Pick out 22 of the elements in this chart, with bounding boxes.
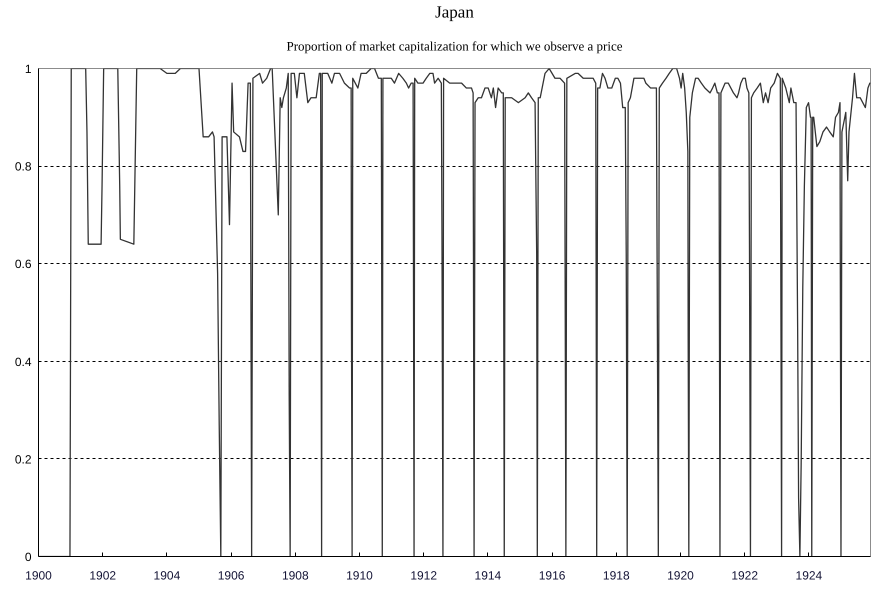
y-tick-label: 0.6: [14, 257, 32, 272]
x-tick-label: 1908: [282, 568, 309, 582]
y-tick-label: 0.4: [14, 354, 32, 369]
y-tick-label: 0: [24, 550, 32, 564]
x-tick-label: 1924: [796, 568, 823, 582]
x-tick-label: 1904: [154, 568, 181, 582]
y-tick-label: 1: [24, 62, 32, 76]
x-tick-label: 1912: [410, 568, 438, 582]
chart-subtitle: Proportion of market capitalization for which we observe a price: [286, 38, 623, 54]
x-tick-label: 1902: [89, 568, 116, 582]
chart-title: Japan: [435, 2, 474, 22]
x-tick-label: 1918: [602, 568, 630, 582]
x-tick-label: 1920: [667, 568, 694, 582]
x-tick-label: 1922: [731, 568, 758, 582]
x-tick-label: 1906: [218, 568, 245, 582]
y-tick-label: 0.8: [14, 160, 32, 174]
x-tick-label: 1914: [474, 568, 502, 582]
x-tick-label: 1916: [538, 568, 566, 582]
y-tick-label: 0.2: [14, 452, 32, 466]
x-tick-label: 1900: [25, 568, 52, 582]
x-tick-label: 1910: [346, 568, 374, 582]
line-series: [38, 68, 870, 556]
